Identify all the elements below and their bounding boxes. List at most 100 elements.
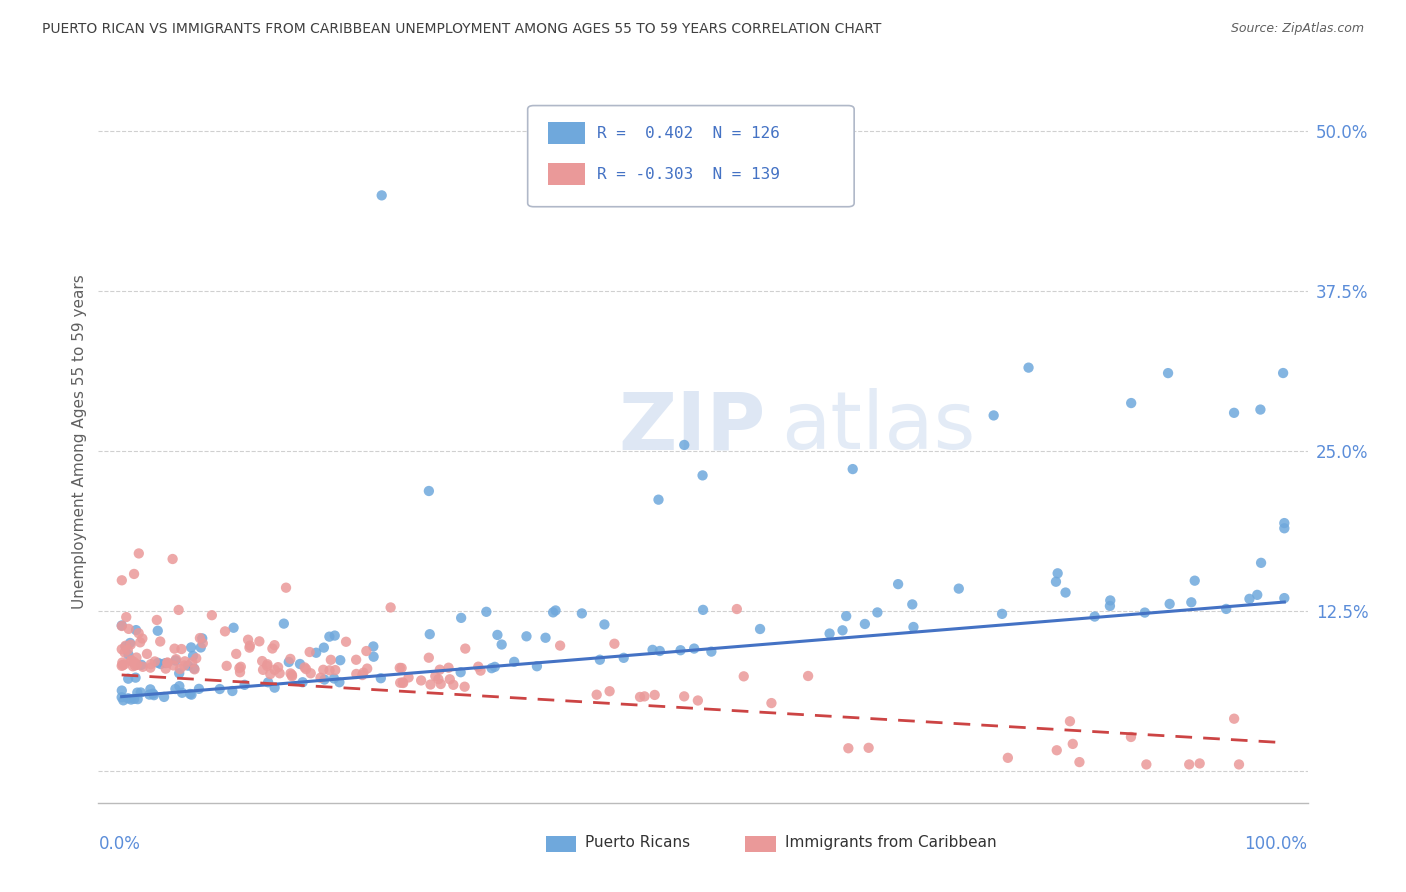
Point [323, 672, 346, 686]
Point [180, 640, 202, 655]
Point [305, 646, 328, 660]
Text: 100.0%: 100.0% [1244, 835, 1308, 854]
Point [470, 664, 492, 678]
Point [149, 657, 172, 671]
Point [1250, 556, 1272, 570]
Point [328, 675, 350, 690]
Point [534, 631, 557, 645]
Point [853, 617, 876, 632]
Point [288, 657, 311, 671]
Point [117, 648, 139, 662]
Point [138, 688, 160, 702]
Text: ZIP: ZIP [619, 388, 766, 467]
Point [257, 675, 280, 690]
Point [173, 658, 195, 673]
Point [177, 658, 200, 673]
Point [221, 684, 243, 698]
Point [247, 634, 270, 648]
Text: R =  0.402  N = 126: R = 0.402 N = 126 [596, 126, 779, 141]
Point [143, 655, 166, 669]
Point [180, 688, 202, 702]
Point [903, 620, 925, 634]
Point [344, 667, 367, 681]
Point [392, 676, 415, 690]
Point [647, 492, 669, 507]
Point [515, 629, 537, 643]
Point [1246, 588, 1268, 602]
Point [526, 659, 548, 673]
Point [1159, 597, 1181, 611]
Point [124, 658, 146, 673]
Point [1272, 366, 1295, 380]
Point [111, 619, 134, 633]
Point [427, 672, 450, 686]
Point [437, 661, 460, 675]
Point [1227, 757, 1250, 772]
Point [132, 660, 155, 674]
FancyBboxPatch shape [745, 836, 776, 852]
Point [146, 624, 169, 638]
Point [165, 652, 187, 666]
Point [541, 606, 564, 620]
Y-axis label: Unemployment Among Ages 55 to 59 years: Unemployment Among Ages 55 to 59 years [72, 274, 87, 609]
Point [548, 639, 571, 653]
Point [120, 636, 142, 650]
Point [370, 671, 392, 685]
Point [267, 660, 290, 674]
Point [388, 661, 411, 675]
Text: R = -0.303  N = 139: R = -0.303 N = 139 [596, 167, 779, 182]
Point [418, 483, 440, 498]
Point [129, 635, 152, 649]
Point [169, 679, 191, 693]
Point [165, 681, 187, 696]
Point [1054, 585, 1077, 599]
Point [114, 639, 136, 653]
Point [1184, 574, 1206, 588]
Point [111, 658, 134, 673]
Point [1069, 755, 1091, 769]
Point [111, 690, 134, 705]
Point [114, 645, 136, 659]
Point [453, 680, 475, 694]
Point [411, 673, 433, 688]
Point [866, 606, 889, 620]
Point [120, 638, 142, 652]
Point [901, 598, 924, 612]
Point [319, 653, 342, 667]
Point [1178, 757, 1201, 772]
FancyBboxPatch shape [527, 105, 855, 207]
Point [1135, 757, 1157, 772]
Point [139, 682, 162, 697]
Point [503, 655, 526, 669]
Point [124, 671, 146, 685]
Point [181, 648, 204, 663]
Point [111, 656, 134, 670]
Point [127, 692, 149, 706]
Point [259, 667, 281, 681]
Point [725, 602, 748, 616]
Point [858, 740, 880, 755]
Point [389, 675, 412, 690]
Point [291, 675, 314, 690]
Point [1188, 756, 1211, 771]
Point [344, 653, 367, 667]
Point [118, 622, 141, 636]
Point [139, 657, 162, 672]
Point [112, 693, 135, 707]
Point [120, 654, 142, 668]
Point [250, 654, 273, 668]
Point [225, 647, 247, 661]
Point [1062, 737, 1084, 751]
Point [309, 671, 332, 685]
Text: Immigrants from Caribbean: Immigrants from Caribbean [785, 835, 997, 850]
Point [1098, 599, 1121, 613]
Point [1046, 566, 1069, 581]
Point [117, 672, 139, 686]
Point [312, 663, 335, 677]
Point [269, 666, 291, 681]
Point [136, 647, 159, 661]
Point [128, 626, 150, 640]
Point [948, 582, 970, 596]
Point [263, 638, 285, 652]
Point [156, 656, 179, 670]
